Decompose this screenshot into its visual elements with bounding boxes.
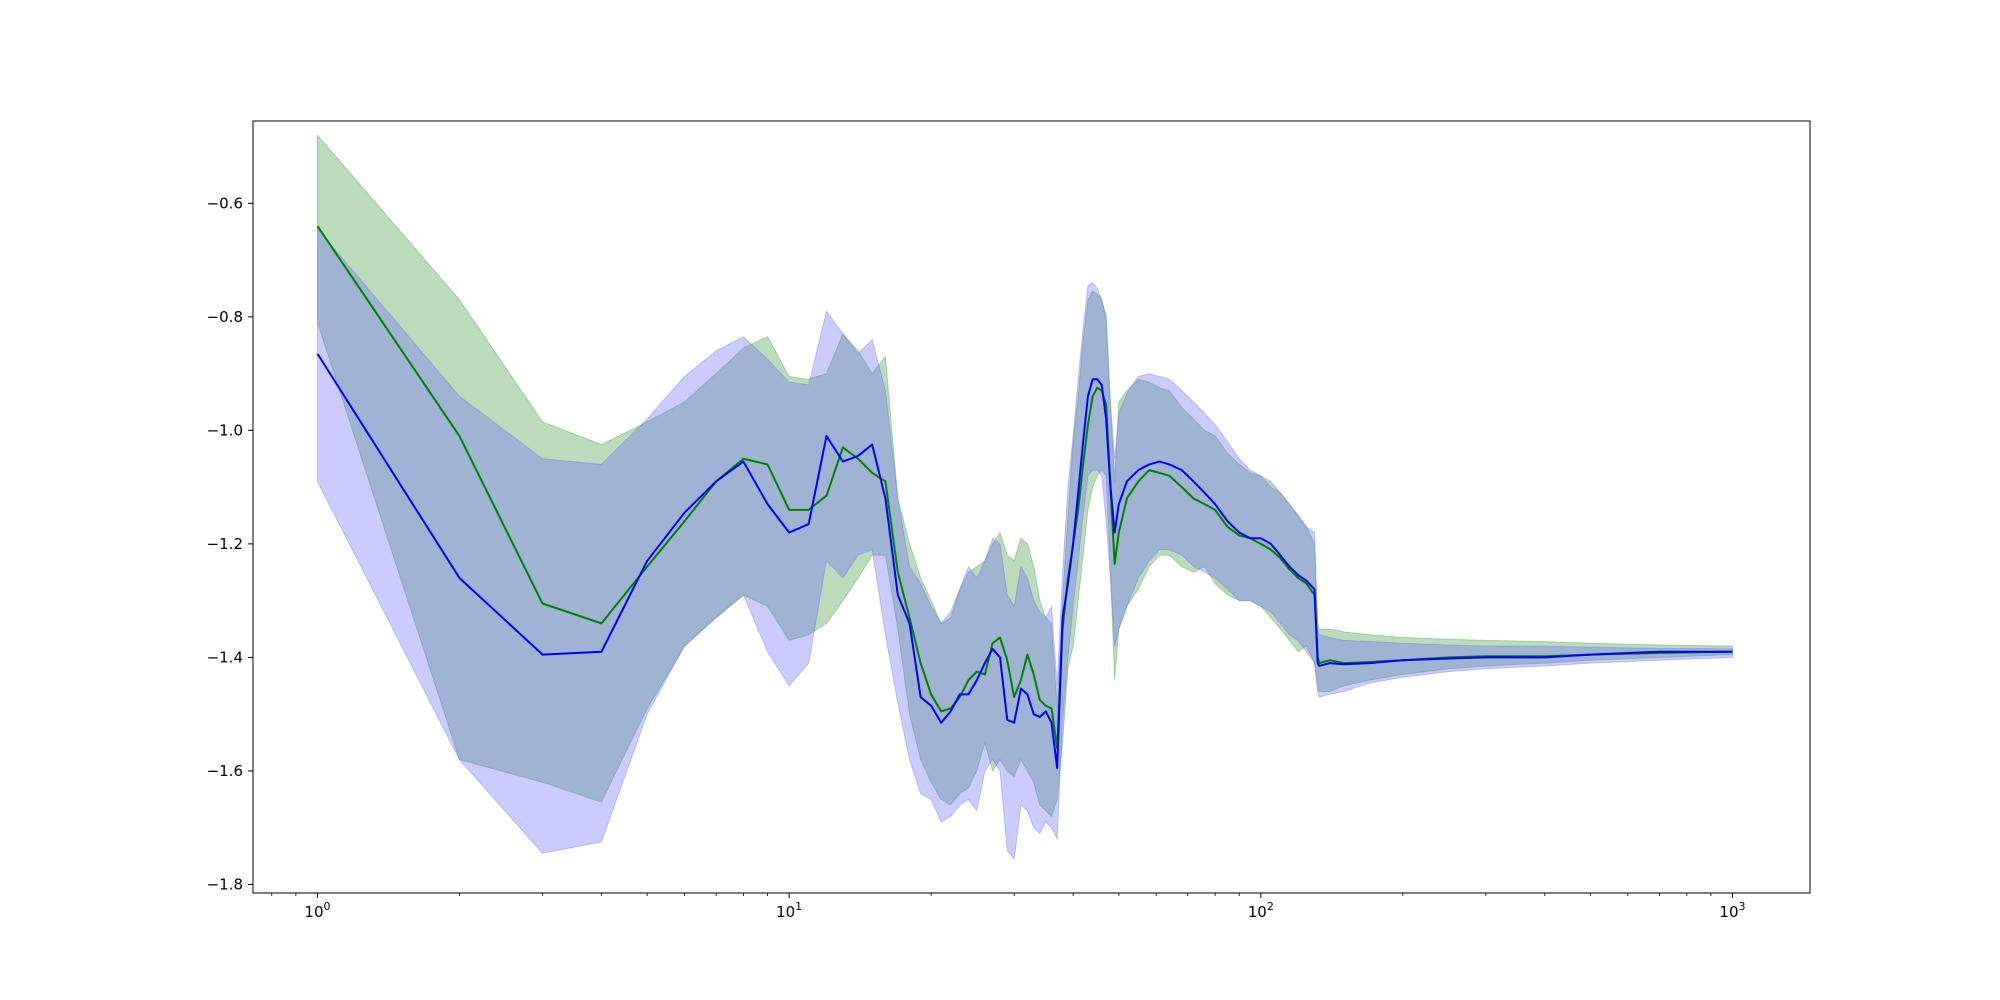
series-2-line [316, 353, 1733, 770]
x-axis: 100 101 102 103 [271, 893, 1746, 921]
series-2-band [316, 227, 1733, 861]
x-tick-label: 103 [1719, 900, 1745, 921]
y-tick-label: −1.2 [207, 535, 243, 553]
y-axis: −0.6 −0.8 −1.0 −1.2 −1.4 −1.6 −1.8 [207, 194, 253, 893]
y-tick-label: −1.0 [207, 421, 243, 439]
y-tick-label: −0.8 [207, 308, 243, 326]
x-tick-label: 102 [1248, 900, 1274, 921]
plot-frame [252, 120, 1811, 894]
series-1-line [316, 225, 1733, 750]
y-tick-label: −0.6 [207, 194, 243, 212]
y-tick-label: −1.8 [207, 875, 243, 893]
confidence-bands [316, 133, 1733, 861]
y-tick-label: −1.6 [207, 762, 243, 780]
series-lines [316, 225, 1733, 770]
series-1-band [316, 133, 1733, 818]
y-tick-label: −1.4 [207, 648, 243, 666]
x-tick-label: 101 [776, 900, 802, 921]
x-tick-label: 100 [304, 900, 330, 921]
